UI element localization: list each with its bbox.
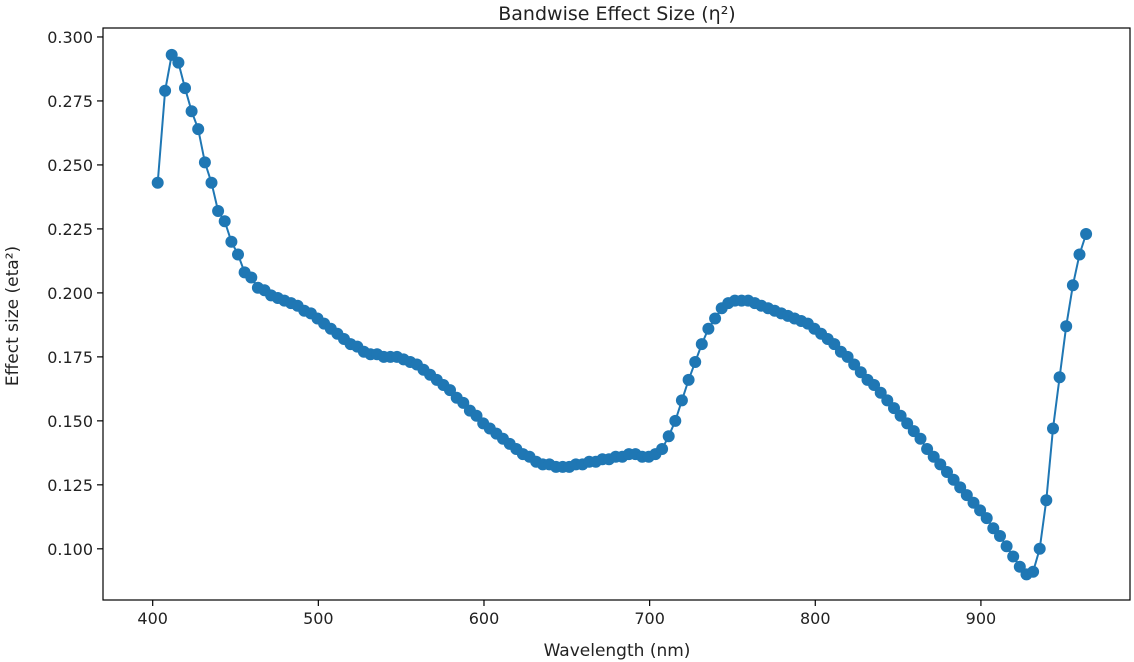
data-point xyxy=(159,84,172,97)
x-tick-label: 500 xyxy=(303,609,334,628)
data-point xyxy=(212,205,225,217)
data-point xyxy=(205,176,218,189)
chart-title: Bandwise Effect Size (η²) xyxy=(498,3,735,25)
series-line xyxy=(156,52,1088,576)
y-tick-label: 0.125 xyxy=(47,476,93,495)
series-points xyxy=(151,48,1093,581)
data-point xyxy=(245,271,258,284)
data-point xyxy=(1066,279,1079,292)
data-point xyxy=(914,432,927,445)
x-tick-label: 700 xyxy=(634,609,665,628)
x-axis-title: Wavelength (nm) xyxy=(544,641,691,661)
data-point xyxy=(179,82,191,95)
x-tick-label: 900 xyxy=(966,609,997,628)
data-point xyxy=(709,312,722,325)
data-point xyxy=(662,430,675,443)
data-point xyxy=(218,215,231,228)
x-tick-label: 600 xyxy=(469,609,500,628)
data-point xyxy=(702,322,715,335)
y-axis-title: Effect size (eta²) xyxy=(3,246,23,386)
data-point xyxy=(656,443,669,455)
data-point xyxy=(1000,540,1013,553)
data-point xyxy=(225,235,238,248)
data-point xyxy=(689,356,702,368)
x-axis-ticks: 400 500 600 700 800 900 xyxy=(137,600,996,628)
data-point xyxy=(675,394,688,407)
data-point xyxy=(994,530,1006,542)
data-point xyxy=(682,373,695,386)
y-tick-label: 0.200 xyxy=(47,284,93,303)
data-point xyxy=(151,176,164,189)
y-axis-ticks: 0.100 0.125 0.150 0.175 0.200 0.225 0.250 0.275… xyxy=(47,28,103,559)
data-point xyxy=(1060,320,1073,333)
data-point xyxy=(980,512,993,525)
data-point xyxy=(198,156,211,169)
y-tick-label: 0.150 xyxy=(47,412,93,431)
data-point xyxy=(1027,565,1040,578)
data-point xyxy=(232,248,244,261)
data-point xyxy=(1073,248,1086,261)
data-point xyxy=(192,123,205,136)
data-point xyxy=(172,56,185,69)
data-point xyxy=(1053,371,1066,384)
plot-area-frame xyxy=(102,27,1131,601)
data-point xyxy=(1047,422,1059,435)
data-point xyxy=(1033,542,1046,555)
x-tick-label: 400 xyxy=(137,609,168,628)
y-tick-label: 0.175 xyxy=(47,348,93,367)
data-point xyxy=(1007,550,1020,563)
data-point xyxy=(669,414,682,427)
y-tick-label: 0.300 xyxy=(47,28,93,47)
data-point xyxy=(695,338,708,351)
y-tick-label: 0.250 xyxy=(47,156,93,175)
y-tick-label: 0.225 xyxy=(47,220,93,239)
data-point xyxy=(1040,494,1053,507)
y-tick-label: 0.275 xyxy=(47,92,93,111)
y-tick-label: 0.100 xyxy=(47,540,93,559)
data-point xyxy=(185,105,198,118)
data-point xyxy=(1080,228,1093,240)
x-tick-label: 800 xyxy=(800,609,831,628)
